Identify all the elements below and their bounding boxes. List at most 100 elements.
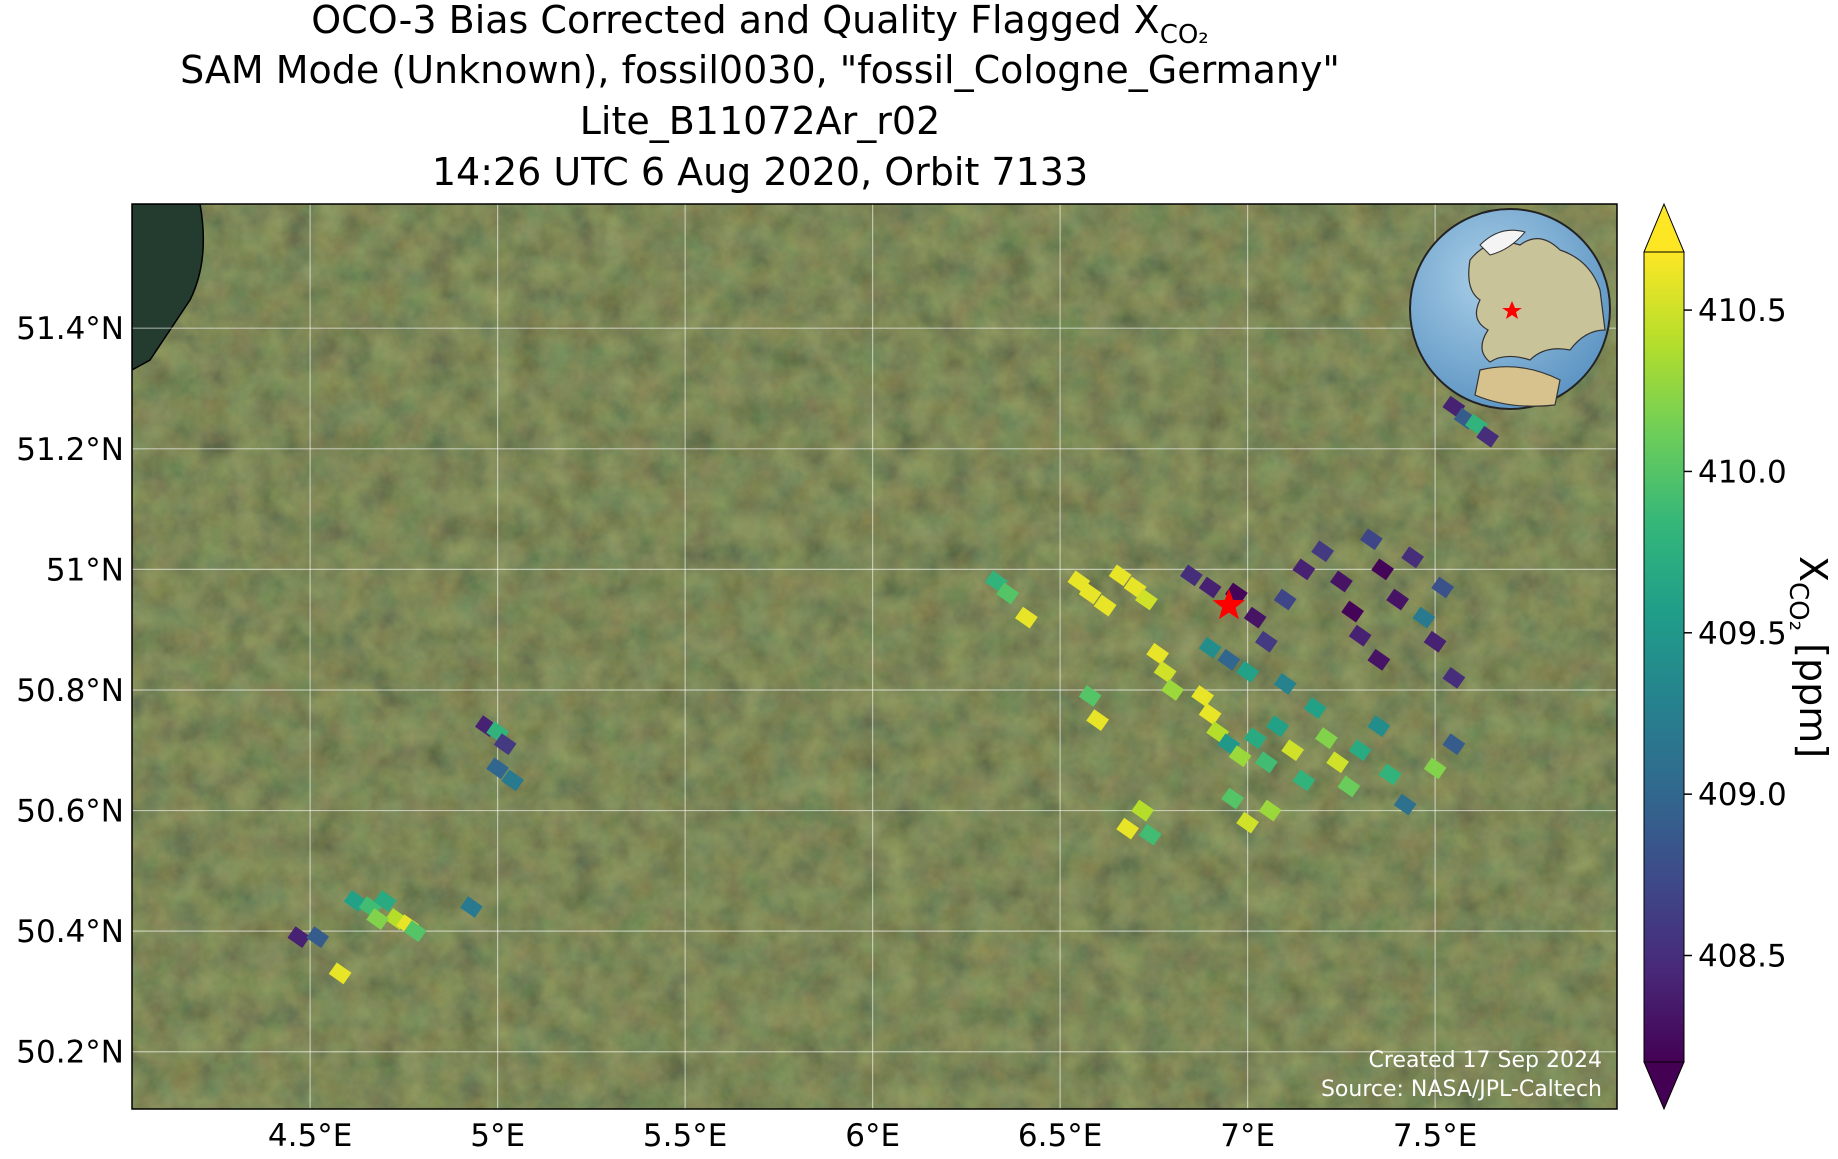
x-tick-label: 6.5°E — [1018, 1118, 1102, 1154]
sounding-cell — [1093, 594, 1117, 617]
sounding-cell — [1198, 636, 1222, 659]
colorbar-extend-max — [1643, 202, 1685, 253]
grid — [132, 204, 1617, 1109]
map-frame — [131, 203, 1618, 1110]
x-tick-label: 6°E — [845, 1118, 900, 1154]
sounding-cell — [1138, 823, 1162, 846]
sounding-cell — [1198, 703, 1222, 725]
sounding-cell — [1329, 570, 1353, 593]
colorbar-label-sub: CO₂ — [1783, 582, 1813, 631]
x-tick-label: 5°E — [470, 1118, 525, 1154]
sounding-cell — [1386, 588, 1410, 611]
colorbar-tick-label: 409.0 — [1698, 777, 1787, 813]
sounding-cell — [1266, 715, 1290, 738]
sounding-cell — [403, 920, 427, 943]
sounding-cell — [1221, 787, 1245, 810]
sounding-cell — [1078, 582, 1102, 605]
sounding-cell — [1198, 576, 1222, 599]
globe-africa — [1474, 366, 1561, 407]
sounding-cell — [1359, 528, 1383, 551]
sounding-cell — [1303, 697, 1327, 719]
sounding-cell — [501, 769, 525, 792]
sounding-cell — [1292, 558, 1316, 581]
colorbar — [1644, 252, 1684, 1062]
sounding-cell — [493, 733, 517, 756]
credit: Source: NASA/JPL-Caltech — [1321, 1077, 1602, 1102]
sounding-cell — [1348, 739, 1372, 762]
soundings — [287, 395, 1500, 985]
site-marker — [1212, 588, 1245, 620]
sounding-cell — [1014, 606, 1038, 629]
sounding-cell — [1292, 769, 1316, 792]
x-tick-label: 7.5°E — [1393, 1118, 1477, 1154]
sounding-cell — [1236, 811, 1260, 834]
title-line: 14:26 UTC 6 Aug 2020, Orbit 7133 — [432, 150, 1088, 194]
colorbar-tick-label: 409.5 — [1698, 616, 1787, 652]
sounding-cell — [1442, 733, 1466, 756]
colorbar-frame — [1643, 251, 1685, 1063]
sounding-cell — [1476, 425, 1500, 448]
sounding-cell — [1314, 727, 1338, 750]
colorbar-tick-label: 408.5 — [1698, 939, 1787, 975]
globe-inset — [1409, 208, 1611, 410]
title-line: Lite_B11072Ar_r02 — [580, 99, 941, 143]
title-sub: CO₂ — [1160, 20, 1209, 50]
sounding-cell — [1224, 582, 1248, 605]
sounding-cell — [1131, 799, 1155, 822]
sounding-cell — [1341, 600, 1365, 623]
title: OCO-3 Bias Corrected and Quality Flagged… — [311, 0, 1208, 50]
sounding-cell — [1108, 564, 1132, 587]
y-tick-label: 51°N — [46, 552, 124, 588]
sounding-cell — [306, 926, 330, 949]
sounding-cell — [1273, 673, 1297, 695]
sounding-cell — [1423, 630, 1447, 653]
colorbar-label-main: X — [1791, 556, 1835, 582]
sounding-cell — [1367, 715, 1391, 738]
sounding-cell — [287, 926, 311, 949]
sounding-cell — [366, 908, 390, 930]
x-tick-label: 5.5°E — [643, 1118, 727, 1154]
colorbar-extend-min — [1643, 1061, 1685, 1111]
globe-land — [1468, 238, 1606, 363]
sounding-cell — [1236, 660, 1260, 683]
sounding-cell — [1311, 540, 1335, 563]
title-main: OCO-3 Bias Corrected and Quality Flagged… — [311, 0, 1159, 42]
y-tick-label: 50.6°N — [16, 794, 124, 830]
sounding-cell — [373, 890, 397, 912]
colorbar-label: XCO₂ [ppm] — [1783, 556, 1835, 758]
sounding-cell — [1153, 660, 1177, 683]
y-tick-label: 51.4°N — [16, 311, 124, 347]
sounding-cell — [1401, 546, 1425, 569]
y-tick-label: 50.4°N — [16, 914, 124, 950]
title-line: SAM Mode (Unknown), fossil0030, "fossil_… — [180, 48, 1340, 92]
colorbar-tick-label: 410.0 — [1698, 454, 1787, 490]
sounding-cell — [1146, 642, 1170, 665]
sounding-cell — [1348, 624, 1372, 647]
credit: Created 17 Sep 2024 — [1369, 1048, 1603, 1073]
sounding-cell — [1243, 727, 1267, 750]
sounding-cell — [1337, 775, 1361, 798]
sounding-cell — [1179, 564, 1203, 587]
sounding-cell — [1378, 763, 1402, 786]
sounding-cell — [1217, 648, 1241, 671]
x-tick-label: 4.5°E — [268, 1118, 352, 1154]
globe-star — [1502, 301, 1522, 319]
sounding-cell — [1371, 558, 1395, 581]
colorbar-label-unit: [ppm] — [1791, 631, 1835, 758]
sounding-cell — [1423, 757, 1447, 780]
sounding-cell — [1116, 817, 1140, 840]
y-tick-label: 51.2°N — [16, 432, 124, 468]
sounding-cell — [1161, 679, 1185, 701]
sounding-cell — [459, 896, 483, 918]
basemap — [132, 204, 1617, 1109]
y-tick-label: 50.2°N — [16, 1035, 124, 1071]
sounding-cell — [1086, 709, 1110, 732]
y-tick-label: 50.8°N — [16, 673, 124, 709]
x-tick-label: 7°E — [1220, 1118, 1275, 1154]
sounding-cell — [486, 757, 510, 780]
sounding-cell — [1191, 685, 1215, 707]
colorbar-tick-label: 410.5 — [1698, 293, 1787, 329]
sounding-cell — [1442, 667, 1466, 689]
sounding-cell — [1258, 799, 1282, 822]
sounding-cell — [1431, 576, 1455, 599]
